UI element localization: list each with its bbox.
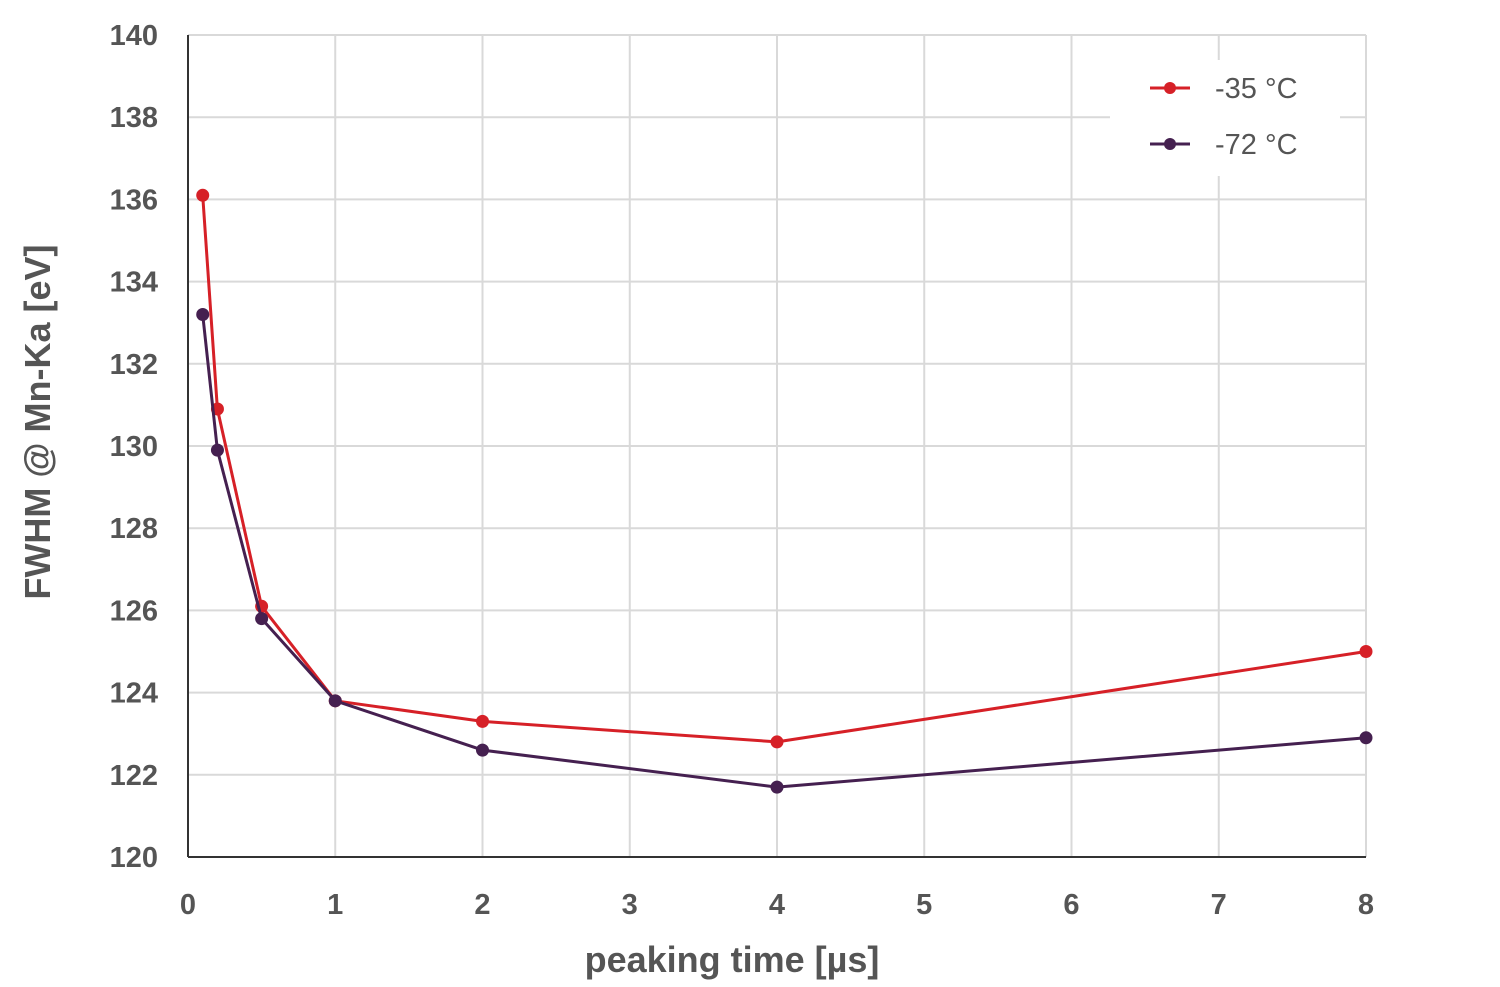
- data-point[interactable]: [210, 443, 224, 457]
- series-line: [201, 314, 1367, 789]
- y-tick-label: 130: [110, 431, 158, 463]
- legend-entry-2[interactable]: -72 °C: [1150, 129, 1298, 161]
- y-tick-label: 128: [110, 513, 158, 545]
- y-tick-label: 132: [110, 349, 158, 381]
- x-tick-label: 7: [1211, 889, 1227, 921]
- y-tick-label: 134: [110, 267, 158, 299]
- x-tick-label: 8: [1358, 889, 1374, 921]
- y-tick-label: 140: [110, 20, 158, 52]
- legend-background: [1110, 60, 1340, 176]
- y-tick-labels: 120 122 124 126 128 130 132 134 136 138 140: [110, 20, 158, 874]
- x-tick-label: 3: [622, 889, 638, 921]
- data-point[interactable]: [196, 307, 210, 321]
- x-tick-label: 1: [327, 889, 343, 921]
- data-point[interactable]: [770, 780, 784, 794]
- data-point[interactable]: [196, 188, 210, 202]
- x-axis-title: peaking time [µs]: [585, 939, 880, 980]
- y-tick-label: 124: [110, 678, 158, 710]
- data-point[interactable]: [476, 714, 489, 728]
- legend-label-1: -35 °C: [1215, 73, 1298, 105]
- data-point[interactable]: [770, 735, 784, 749]
- data-point[interactable]: [1359, 731, 1373, 745]
- legend: -35 °C -72 °C: [1110, 60, 1340, 176]
- y-tick-label: 120: [110, 842, 158, 874]
- axes: [187, 35, 1366, 858]
- x-tick-label: 4: [769, 889, 785, 921]
- data-point[interactable]: [476, 743, 489, 757]
- y-tick-label: 126: [110, 595, 158, 627]
- series-lines: [196, 188, 1373, 794]
- x-tick-label: 2: [474, 889, 490, 921]
- x-tick-label: 5: [916, 889, 932, 921]
- x-tick-labels: 0 1 2 3 4 5 6 7 8: [180, 889, 1374, 921]
- legend-marker-2: [1164, 138, 1176, 150]
- series-1: [196, 188, 1373, 749]
- legend-entry-1[interactable]: -35 °C: [1150, 73, 1298, 105]
- legend-label-2: -72 °C: [1215, 129, 1298, 161]
- y-tick-label: 136: [110, 184, 158, 216]
- series-line: [201, 195, 1367, 744]
- y-axis-title: FWHM @ Mn-Ka [eV]: [17, 244, 58, 599]
- data-point[interactable]: [1359, 645, 1373, 658]
- legend-marker-1: [1164, 82, 1176, 94]
- data-point[interactable]: [255, 612, 269, 626]
- x-tick-label: 6: [1063, 889, 1079, 921]
- x-tick-label: 0: [180, 889, 196, 921]
- data-point[interactable]: [328, 694, 342, 708]
- y-tick-label: 138: [110, 102, 158, 134]
- y-tick-label: 122: [110, 760, 158, 792]
- series-2: [196, 307, 1373, 794]
